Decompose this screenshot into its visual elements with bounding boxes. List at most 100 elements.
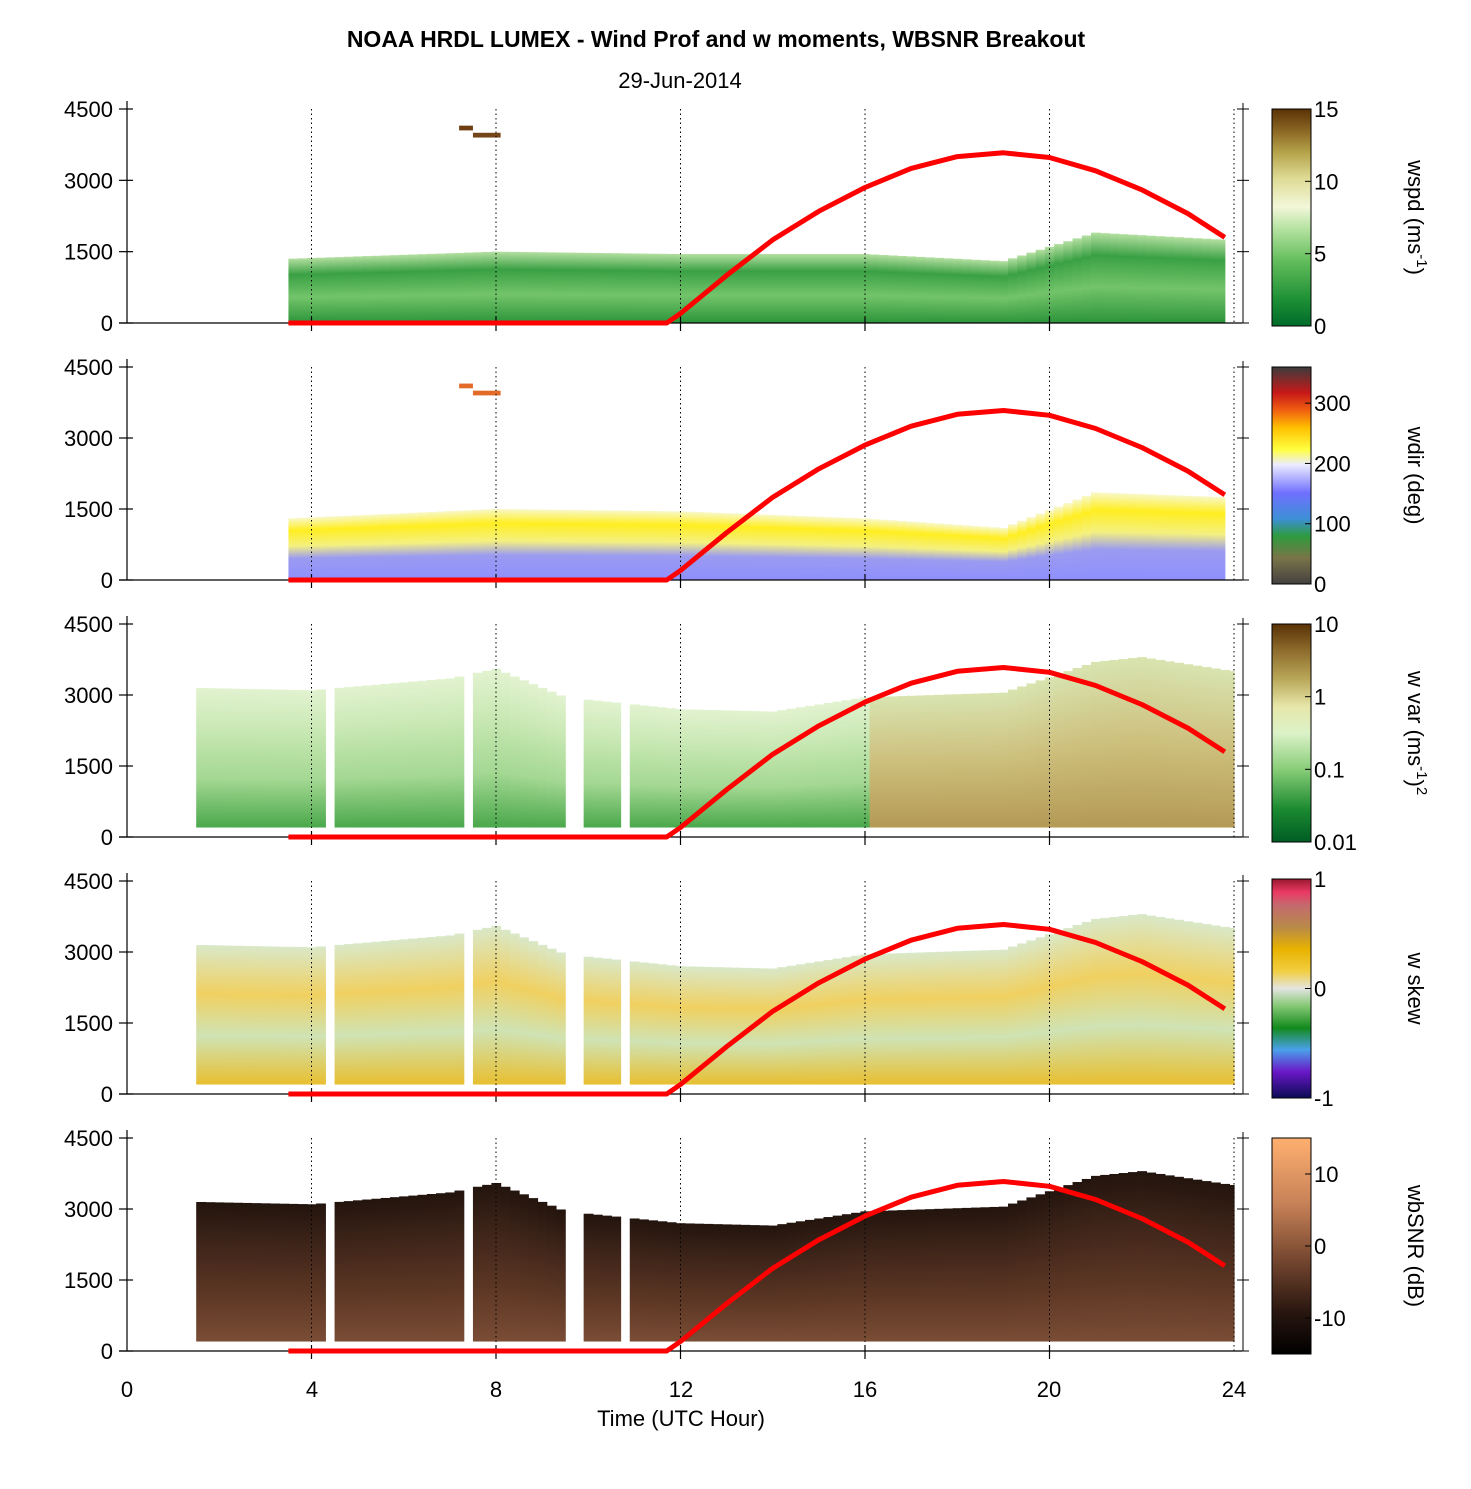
data-column — [638, 1219, 649, 1342]
data-column — [509, 676, 520, 828]
data-column — [389, 683, 400, 828]
data-column — [288, 1203, 299, 1342]
data-column — [436, 511, 446, 580]
data-column — [426, 1194, 437, 1342]
data-column — [1137, 914, 1147, 1085]
panel-w-skew: 4500 3000 1500 0 1 0 -1 w skew — [64, 867, 1428, 1111]
data-column — [380, 514, 391, 580]
data-column — [749, 514, 760, 580]
data-column — [1220, 239, 1226, 323]
data-column — [1155, 659, 1166, 828]
data-column — [491, 509, 502, 580]
data-column — [1054, 674, 1064, 828]
data-column — [463, 252, 474, 323]
data-column — [869, 954, 880, 1085]
data-column — [389, 513, 400, 580]
data-column — [989, 260, 1000, 323]
data-column — [961, 1207, 972, 1342]
data-column — [878, 1210, 889, 1342]
data-column — [1183, 1178, 1194, 1342]
data-column — [897, 696, 908, 828]
data-column — [362, 256, 373, 323]
data-field — [288, 383, 1226, 580]
data-column — [1118, 1173, 1129, 1342]
data-column — [1063, 241, 1074, 323]
data-column — [832, 701, 843, 828]
data-column — [353, 686, 363, 828]
data-column — [841, 254, 852, 323]
data-column — [519, 680, 529, 828]
data-column — [417, 937, 428, 1085]
data-column — [417, 254, 428, 323]
data-column — [408, 254, 419, 323]
data-column — [795, 1221, 806, 1342]
data-column — [546, 691, 557, 828]
data-column — [454, 1190, 465, 1342]
data-column — [583, 699, 594, 828]
data-column — [445, 1192, 456, 1342]
data-column — [832, 254, 843, 323]
colorbar-tick-label: 10 — [1314, 1162, 1338, 1187]
data-column — [1109, 493, 1120, 580]
data-column — [1146, 915, 1157, 1085]
data-column — [915, 256, 926, 323]
data-column — [823, 1217, 834, 1342]
data-column — [1192, 1179, 1203, 1342]
data-column — [472, 509, 483, 580]
data-column — [768, 1225, 778, 1342]
data-column — [795, 707, 806, 828]
data-column — [1072, 668, 1083, 828]
data-column — [1137, 1171, 1147, 1342]
data-column — [260, 946, 271, 1085]
data-column — [888, 953, 898, 1085]
data-column — [1164, 1175, 1175, 1342]
data-column — [694, 966, 705, 1085]
data-column — [1192, 238, 1203, 323]
colorbar-label: wbSNR (dB) — [1403, 1184, 1428, 1307]
data-column — [823, 517, 834, 580]
data-column — [445, 253, 456, 323]
data-column — [924, 695, 935, 828]
panel-wbSNR: 4500 3000 1500 0 10 0 -10 wbSNR (dB) — [64, 1126, 1428, 1364]
data-column — [851, 254, 861, 323]
data-column — [491, 251, 502, 323]
colorbar — [1271, 623, 1312, 843]
data-column — [574, 510, 585, 580]
data-column — [629, 704, 640, 828]
y-tick-label: 0 — [101, 311, 113, 336]
data-column — [546, 509, 557, 580]
data-column — [611, 1216, 622, 1342]
data-column — [334, 1201, 345, 1342]
data-column — [998, 527, 1009, 580]
data-column — [1183, 237, 1194, 323]
data-column — [860, 954, 871, 1085]
data-column — [731, 967, 742, 1085]
data-column — [823, 960, 834, 1085]
data-column — [602, 958, 612, 1085]
data-field — [288, 125, 1226, 323]
data-column — [1054, 244, 1064, 323]
data-column — [1072, 499, 1083, 580]
data-column — [943, 951, 954, 1085]
data-column — [722, 254, 732, 323]
data-column — [205, 1202, 216, 1342]
x-tick-label: 4 — [306, 1377, 318, 1402]
data-column — [989, 949, 1000, 1085]
data-column — [666, 253, 677, 323]
data-column — [408, 512, 419, 580]
data-column — [1081, 1178, 1092, 1342]
data-column — [851, 955, 861, 1085]
data-column — [924, 522, 935, 580]
data-column — [805, 962, 815, 1085]
data-column — [989, 527, 1000, 580]
data-column — [1044, 510, 1055, 580]
data-column — [500, 672, 511, 828]
sun-elevation-curve — [288, 922, 1227, 1097]
data-column — [657, 511, 668, 580]
data-column — [869, 697, 880, 828]
data-column — [897, 953, 908, 1085]
data-column — [888, 520, 898, 580]
colorbar-tick-label: 0.1 — [1314, 757, 1345, 782]
data-column — [980, 693, 991, 828]
data-column — [583, 956, 594, 1085]
